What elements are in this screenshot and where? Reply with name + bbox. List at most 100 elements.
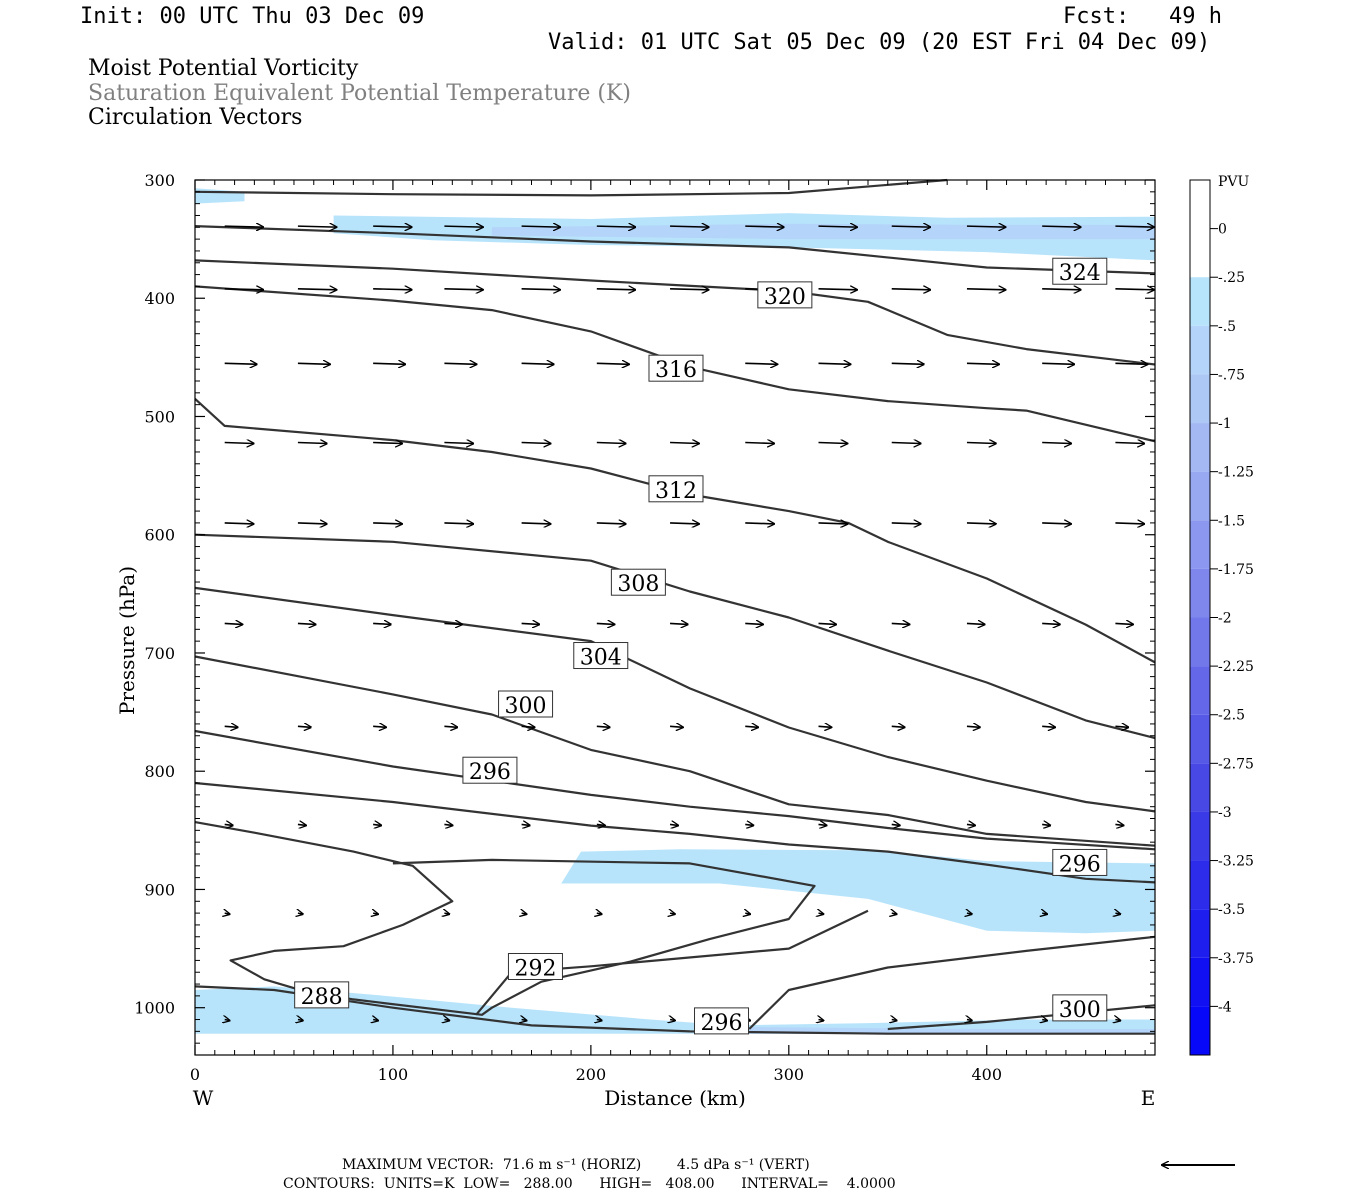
x-tick-label: 400	[971, 1065, 1002, 1084]
circulation-vector	[1115, 824, 1123, 825]
circulation-vector	[224, 726, 238, 727]
circulation-vector	[297, 443, 327, 444]
circulation-vector	[596, 623, 615, 624]
contour-label-box	[757, 281, 813, 309]
colorbar-swatch	[1190, 423, 1210, 472]
circulation-vector	[596, 726, 610, 727]
theta-es-contour	[194, 225, 1156, 275]
colorbar-swatch	[1190, 228, 1210, 278]
circulation-vector	[1042, 623, 1060, 624]
circulation-vector	[966, 523, 996, 524]
contour-label: 312	[655, 479, 697, 504]
circulation-vector	[521, 623, 540, 624]
colorbar-label: -1.5	[1218, 513, 1245, 529]
circulation-vector	[745, 726, 758, 727]
circulation-vector	[670, 913, 675, 914]
circulation-vector	[596, 443, 626, 444]
circulation-vector	[818, 226, 857, 227]
circulation-vector	[298, 1020, 303, 1021]
circulation-vector	[297, 226, 336, 227]
circulation-vector	[745, 226, 783, 227]
theta-es-contour	[194, 285, 1156, 443]
circulation-vector	[596, 363, 629, 364]
circulation-vector	[745, 523, 774, 524]
circulation-vector	[373, 726, 386, 727]
circulation-vector	[224, 623, 243, 624]
circulation-vector	[297, 523, 327, 524]
colorbar-swatch	[1190, 374, 1210, 424]
circulation-vector	[819, 913, 824, 914]
contour-label: 300	[1059, 998, 1101, 1023]
colorbar-label: -1.25	[1218, 465, 1254, 481]
circulation-vector	[745, 443, 774, 444]
colorbar-swatch	[1190, 860, 1210, 910]
circulation-vector	[444, 623, 462, 624]
theta-es-contour	[194, 729, 1156, 851]
circulation-vector	[967, 1020, 972, 1021]
circulation-vector	[670, 1020, 675, 1021]
circulation-vector	[521, 363, 554, 364]
x-axis-label: Distance (km)	[604, 1086, 746, 1110]
circulation-vector	[818, 824, 827, 825]
circulation-vector	[670, 523, 699, 524]
theta-es-contour	[194, 655, 1156, 847]
circulation-vector	[298, 913, 303, 914]
colorbar-label: -.5	[1218, 319, 1236, 335]
circulation-vector	[818, 363, 851, 364]
theta-es-contour	[194, 259, 1156, 366]
y-axis-label: Pressure (hPa)	[115, 566, 139, 715]
colorbar-label: -.75	[1218, 367, 1245, 383]
contour-label-box	[648, 475, 704, 503]
contour-label-box	[1052, 994, 1108, 1022]
circulation-vector	[892, 913, 897, 914]
circulation-vector	[891, 726, 905, 727]
circulation-vector	[745, 913, 750, 914]
circulation-vector	[297, 289, 336, 290]
pv-shading-region	[561, 849, 1155, 934]
colorbar-swatch	[1190, 617, 1210, 667]
circulation-vector	[818, 726, 832, 727]
circulation-vector	[597, 1020, 602, 1021]
colorbar-label: -4	[1218, 999, 1232, 1015]
circulation-vector	[596, 226, 635, 227]
contour-label: 292	[514, 957, 556, 982]
pv-shading-region	[195, 188, 245, 204]
init-time: Init: 00 UTC Thu 03 Dec 09	[80, 4, 425, 29]
colorbar-label: -1	[1218, 416, 1232, 432]
circulation-vector	[818, 289, 857, 290]
contour-label-box	[1052, 257, 1108, 285]
circulation-vector	[373, 363, 405, 364]
valid-time: Valid: 01 UTC Sat 05 Dec 09 (20 EST Fri …	[548, 30, 1211, 55]
circulation-vector	[224, 363, 257, 364]
circulation-vector	[1042, 726, 1055, 727]
circulation-vector	[444, 226, 482, 227]
pv-shading-region	[195, 986, 1155, 1034]
theta-es-contour	[194, 586, 1156, 813]
circulation-vector	[1042, 824, 1050, 825]
contour-label: 308	[617, 572, 659, 597]
circulation-vector	[745, 623, 763, 624]
theta-es-contour	[194, 397, 1156, 664]
circulation-vector	[373, 289, 411, 290]
max-vector-note: MAXIMUM VECTOR: 71.6 m s⁻¹ (HORIZ) 4.5 d…	[342, 1157, 810, 1173]
colorbar-label: -3.25	[1218, 854, 1254, 870]
circulation-vector	[596, 289, 635, 290]
circulation-vector	[891, 824, 900, 825]
colorbar-swatch	[1190, 811, 1210, 861]
circulation-vector	[521, 726, 535, 727]
circulation-vector	[1115, 226, 1153, 227]
colorbar-swatch	[1190, 763, 1210, 812]
field-title-pv: Moist Potential Vorticity	[88, 56, 359, 81]
contour-label: 288	[301, 985, 343, 1010]
colorbar-label: -1.75	[1218, 562, 1254, 578]
contour-label: 324	[1059, 261, 1101, 286]
colorbar-label: -2.5	[1218, 708, 1245, 724]
circulation-vector	[373, 623, 391, 624]
circulation-vector	[1115, 363, 1147, 364]
circulation-vector	[670, 623, 688, 624]
pv-shading-region	[491, 223, 1155, 240]
contour-label: 304	[580, 646, 622, 671]
circulation-vector	[224, 443, 254, 444]
circulation-vector	[1042, 226, 1080, 227]
